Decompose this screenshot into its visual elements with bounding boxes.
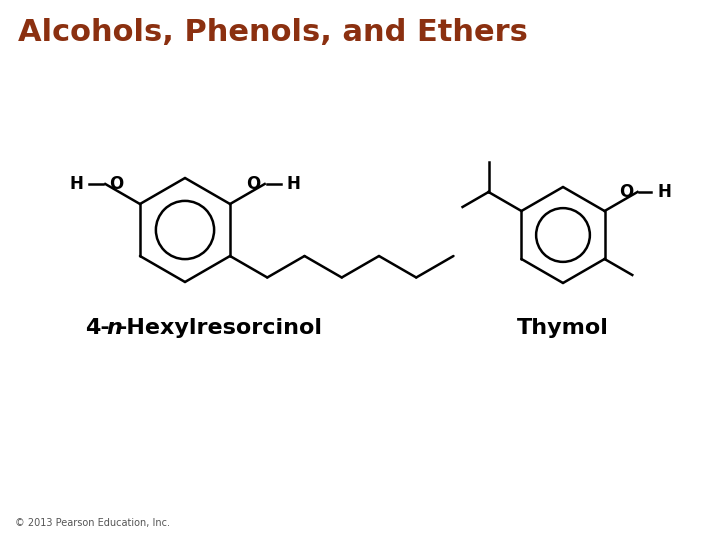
Text: 4-: 4- <box>85 318 109 338</box>
Text: O: O <box>619 183 634 201</box>
Text: © 2013 Pearson Education, Inc.: © 2013 Pearson Education, Inc. <box>15 518 170 528</box>
Text: n: n <box>106 318 122 338</box>
Text: Alcohols, Phenols, and Ethers: Alcohols, Phenols, and Ethers <box>18 18 528 47</box>
Text: O: O <box>109 175 124 193</box>
Text: O: O <box>246 175 261 193</box>
Text: H: H <box>657 183 671 201</box>
Text: -Hexylresorcinol: -Hexylresorcinol <box>118 318 323 338</box>
Text: H: H <box>287 175 300 193</box>
Text: H: H <box>69 175 84 193</box>
Text: Thymol: Thymol <box>517 318 609 338</box>
